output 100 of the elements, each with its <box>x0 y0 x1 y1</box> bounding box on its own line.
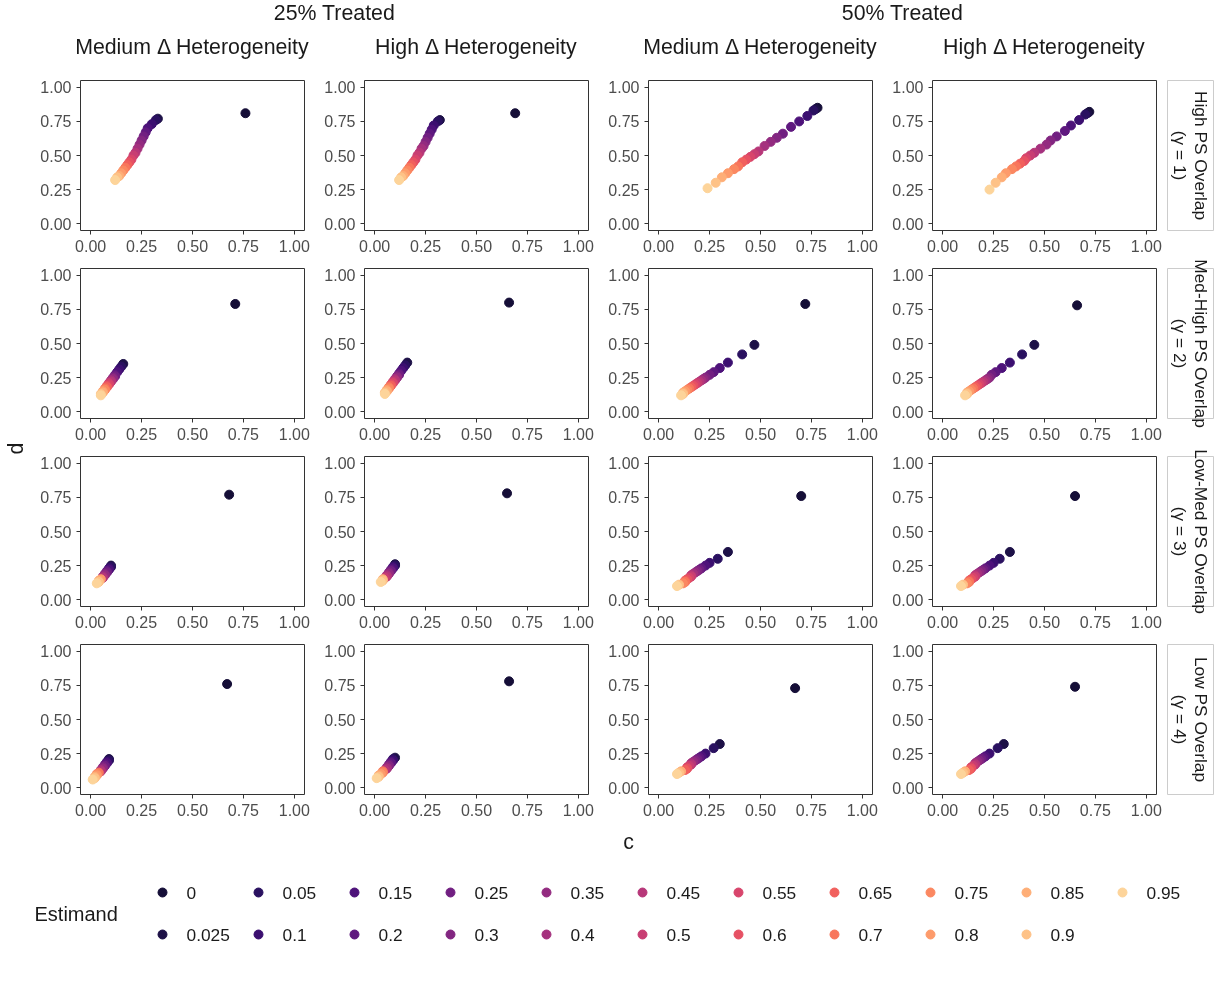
y-tick-label: 1.00 <box>40 267 72 285</box>
legend-label: 0.25 <box>474 882 509 903</box>
y-tick-label: 0.25 <box>324 557 356 575</box>
legend-label: 0.4 <box>570 924 595 945</box>
x-tick-label: 0.50 <box>744 613 777 631</box>
y-tick-label: 0.50 <box>40 523 72 541</box>
y-tick-label: 0.75 <box>608 113 640 131</box>
y-tick-label: 0.00 <box>608 591 640 609</box>
y-tick-label: 1.00 <box>324 79 356 97</box>
x-tick-label: 0.50 <box>460 237 493 255</box>
y-tick-label: 1.00 <box>324 643 356 661</box>
legend-label: 0.65 <box>858 882 893 903</box>
y-tick-label: 0.50 <box>892 711 924 729</box>
legend-label: 0.15 <box>378 882 413 903</box>
y-tick-label: 0.75 <box>608 677 640 695</box>
y-tick-label: 0.75 <box>892 301 924 319</box>
x-tick-label: 0.50 <box>460 613 493 631</box>
x-tick-label: 0.25 <box>126 237 158 255</box>
y-tick-label: 0.25 <box>40 557 72 575</box>
x-tick-label: 0.00 <box>643 801 675 819</box>
x-tick-label: 0.00 <box>75 801 107 819</box>
legend-label: 0.95 <box>1146 882 1181 903</box>
y-tick-label: 0.25 <box>608 745 640 763</box>
x-tick-label: 0.00 <box>75 237 107 255</box>
y-tick-label: 0.75 <box>40 677 72 695</box>
x-tick-label: 0.75 <box>1079 613 1112 631</box>
x-tick-label: 0.50 <box>176 801 209 819</box>
x-tick-label: 0.25 <box>410 425 442 443</box>
y-tick-label: 0.50 <box>892 147 924 165</box>
text: Med-High PS Overlap (γ = 2) <box>1170 259 1211 428</box>
x-tick-label: 0.75 <box>227 613 260 631</box>
x-tick-label: 0.75 <box>1079 237 1112 255</box>
x-tick-label: 1.00 <box>846 613 878 631</box>
y-tick-label: 0.50 <box>324 523 356 541</box>
x-tick-label: 0.00 <box>75 425 107 443</box>
text: Low PS Overlap (γ = 4) <box>1170 656 1211 783</box>
y-tick-label: 0.25 <box>324 369 356 387</box>
y-tick-label: 0.00 <box>40 591 72 609</box>
x-tick-label: 0.50 <box>460 425 493 443</box>
x-tick-label: 0.50 <box>1028 613 1061 631</box>
x-tick-label: 1.00 <box>1130 613 1162 631</box>
x-tick-label: 0.25 <box>694 801 726 819</box>
x-tick-label: 1.00 <box>562 613 594 631</box>
legend-label: 0.7 <box>858 924 883 945</box>
x-tick-label: 1.00 <box>278 613 310 631</box>
x-tick-label: 0.75 <box>511 237 544 255</box>
x-tick-label: 0.50 <box>176 425 209 443</box>
x-tick-label: 0.00 <box>359 613 391 631</box>
x-tick-label: 1.00 <box>562 237 594 255</box>
y-tick-label: 1.00 <box>324 455 356 473</box>
x-axis-title: c <box>623 829 635 854</box>
x-tick-label: 1.00 <box>846 237 878 255</box>
x-tick-label: 0.00 <box>643 613 675 631</box>
y-tick-label: 0.25 <box>892 745 924 763</box>
x-tick-label: 0.25 <box>410 801 442 819</box>
y-tick-label: 0.00 <box>40 215 72 233</box>
y-tick-label: 1.00 <box>892 267 924 285</box>
legend-label: 0.35 <box>570 882 605 903</box>
x-tick-label: 0.00 <box>643 237 675 255</box>
x-tick-label: 1.00 <box>278 237 310 255</box>
legend-label: 0.5 <box>666 924 691 945</box>
y-tick-label: 0.50 <box>608 711 640 729</box>
legend-label: 0.45 <box>666 882 701 903</box>
y-tick-label: 0.75 <box>608 301 640 319</box>
y-tick-label: 0.25 <box>40 181 72 199</box>
legend-label: 0.025 <box>186 924 230 945</box>
x-tick-label: 0.25 <box>694 237 726 255</box>
y-tick-label: 1.00 <box>892 643 924 661</box>
legend-label: 0.05 <box>282 882 317 903</box>
text: 25% Treated <box>273 0 395 25</box>
y-tick-label: 0.00 <box>40 403 72 421</box>
x-tick-label: 0.50 <box>460 801 493 819</box>
y-tick-label: 0.00 <box>324 591 356 609</box>
y-tick-label: 1.00 <box>608 455 640 473</box>
y-axis-title: d <box>3 442 28 455</box>
legend-label: 0.75 <box>954 882 989 903</box>
y-tick-label: 1.00 <box>608 79 640 97</box>
text: Low-Med PS Overlap (γ = 3) <box>1170 449 1211 614</box>
y-tick-label: 0.50 <box>40 335 72 353</box>
x-tick-label: 0.75 <box>795 801 828 819</box>
y-tick-label: 0.25 <box>892 181 924 199</box>
y-tick-label: 0.75 <box>40 301 72 319</box>
chart-title: High Δ Heterogeneity <box>375 34 578 59</box>
legend-label: 0.6 <box>762 924 787 945</box>
legend-label: 0.1 <box>282 924 307 945</box>
y-tick-label: 0.25 <box>324 745 356 763</box>
y-tick-label: 0.25 <box>892 557 924 575</box>
x-tick-label: 0.75 <box>511 613 544 631</box>
x-tick-label: 1.00 <box>846 801 878 819</box>
y-tick-label: 0.00 <box>324 403 356 421</box>
x-tick-label: 0.25 <box>694 613 726 631</box>
x-tick-label: 0.50 <box>176 237 209 255</box>
chart-title: High Δ Heterogeneity <box>943 34 1146 59</box>
y-tick-label: 0.75 <box>324 489 356 507</box>
y-tick-label: 0.25 <box>40 369 72 387</box>
y-tick-label: 0.25 <box>608 557 640 575</box>
y-tick-label: 1.00 <box>40 79 72 97</box>
y-tick-label: 0.00 <box>608 403 640 421</box>
x-tick-label: 0.50 <box>1028 801 1061 819</box>
x-tick-label: 0.00 <box>75 613 107 631</box>
